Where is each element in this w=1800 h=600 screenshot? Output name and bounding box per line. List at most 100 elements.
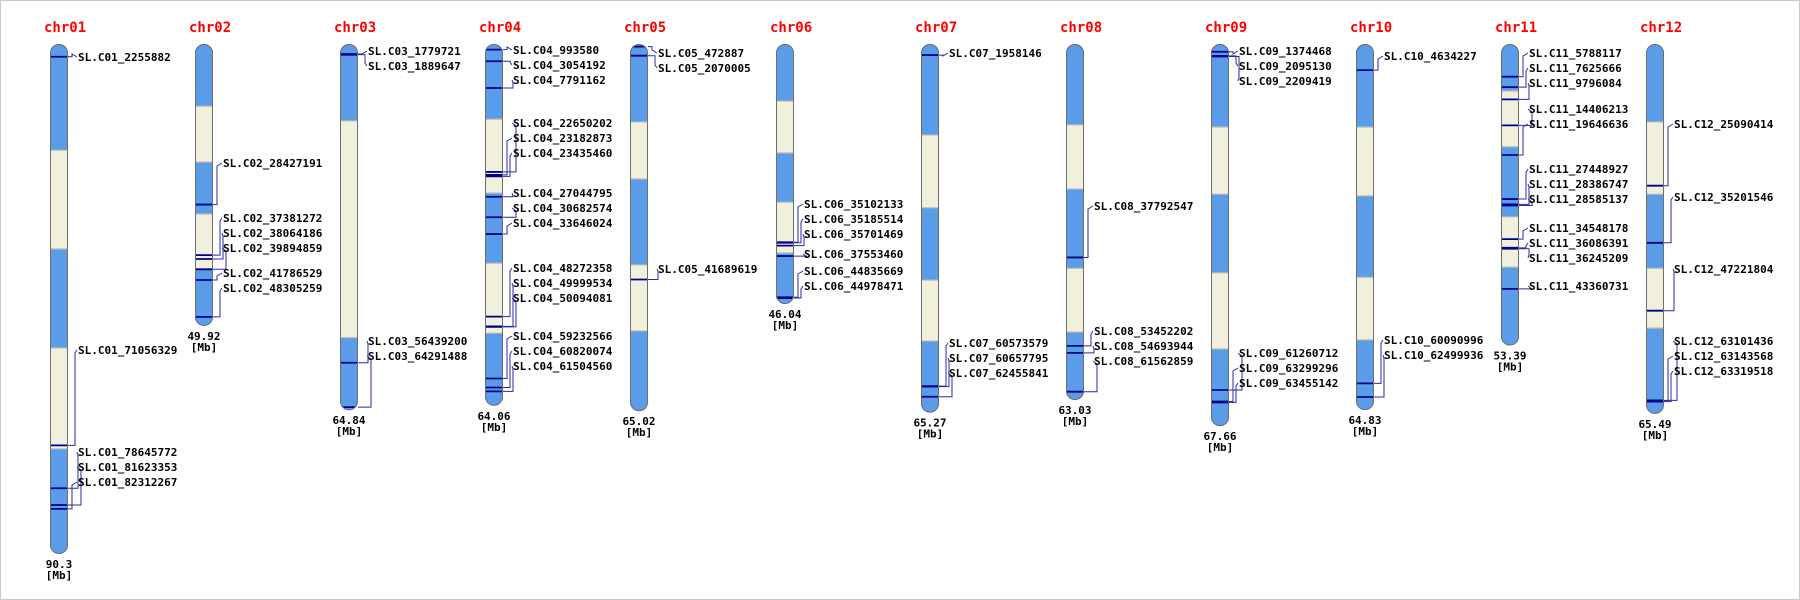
marker-label: SL.C02_38064186 (223, 227, 323, 240)
marker-connector (213, 247, 227, 270)
marker-connector (1664, 196, 1674, 244)
chromosome-band (1211, 348, 1229, 427)
marker-connector (1519, 67, 1529, 88)
chromosome-band (1211, 127, 1229, 195)
chromosome-band (1066, 268, 1084, 333)
marker-label: SL.C05_41689619 (658, 263, 757, 276)
marker-label: SL.C02_48305259 (223, 282, 322, 295)
marker-label: SL.C11_19646636 (1529, 118, 1629, 131)
chromosome-length-unit: [Mb] (1497, 361, 1524, 374)
marker-connector (1084, 345, 1095, 354)
chromosome-band (1066, 332, 1084, 400)
chromosome-body (485, 44, 503, 406)
marker-connector (358, 54, 368, 67)
marker-connector (68, 53, 78, 58)
marker-connector (1664, 370, 1674, 403)
marker-connector (503, 152, 513, 177)
chromosome-name: chr10 (1350, 20, 1392, 36)
chromosome-body (1066, 44, 1084, 400)
marker-connector (503, 335, 513, 380)
marker-connector (1664, 355, 1674, 402)
chromosome-band (776, 44, 794, 102)
chromosome-band (1356, 44, 1374, 128)
marker-label: SL.C09_63455142 (1239, 377, 1338, 390)
marker-label: SL.C03_1889647 (368, 60, 461, 73)
chromosome-body (1646, 44, 1664, 414)
chromosome-band (50, 249, 68, 348)
chromosome-band (1646, 44, 1664, 122)
marker-label: SL.C05_2070005 (658, 62, 751, 75)
marker-label: SL.C08_37792547 (1094, 200, 1193, 213)
marker-label: SL.C11_27448927 (1529, 163, 1628, 176)
chromosome-band (630, 44, 648, 122)
chromosome-length-value: 64.83 (1348, 414, 1381, 427)
marker-connector (1519, 285, 1533, 290)
chromosome-band (340, 120, 358, 338)
chromosome-chr12: chr12 SL.C12_25090414 SL.C12_35201546 SL.C1… (1638, 20, 1773, 442)
chromosome-band (485, 193, 503, 264)
marker-label: SL.C06_35701469 (804, 228, 903, 241)
chromosome-chr03: chr03 SL.C03_1779721 SL.C03_1889647 SL.C03_… (332, 20, 467, 438)
chromosome-band (1211, 44, 1229, 128)
chromosome-band (195, 44, 213, 107)
chromosome-length-value: 67.66 (1203, 430, 1236, 443)
chromosome-band (485, 119, 503, 194)
marker-connector (794, 285, 804, 299)
marker-label: SL.C01_82312267 (78, 476, 177, 489)
chromosome-length-value: 90.3 (46, 558, 73, 571)
marker-label: SL.C11_5788117 (1529, 47, 1622, 60)
marker-label: SL.C04_60820074 (513, 345, 613, 358)
marker-label: SL.C09_61260712 (1239, 347, 1338, 360)
marker-label: SL.C09_2209419 (1239, 75, 1332, 88)
marker-connector (503, 222, 513, 235)
marker-connector (503, 297, 517, 328)
marker-connector (68, 349, 78, 446)
marker-label: SL.C06_35185514 (804, 213, 904, 226)
marker-label: SL.C10_60090996 (1384, 334, 1484, 347)
marker-label: SL.C04_27044795 (513, 187, 612, 200)
marker-label: SL.C06_35102133 (804, 198, 903, 211)
chromosome-length-unit: [Mb] (1207, 441, 1234, 454)
chromosome-outline (1356, 44, 1374, 411)
chromosome-band (50, 347, 68, 449)
chromosome-body (921, 44, 939, 413)
marker-label: SL.C03_64291488 (368, 350, 467, 363)
chromosome-name: chr12 (1640, 20, 1682, 36)
marker-label: SL.C07_62455841 (949, 367, 1049, 380)
chromosome-length-unit: [Mb] (1642, 429, 1669, 442)
chromosome-band (1501, 267, 1519, 346)
chromosome-outline (921, 44, 939, 413)
chromosome-name: chr04 (479, 20, 521, 36)
chromosome-length-value: 63.03 (1058, 404, 1091, 417)
chromosome-chr04: chr04 SL.C04_993580 SL.C04_3054192 SL.C04_7… (477, 20, 612, 434)
marker-label: SL.C11_28585137 (1529, 193, 1628, 206)
marker-connector (939, 342, 949, 387)
marker-connector (1519, 52, 1529, 78)
marker-connector (794, 203, 804, 243)
chromosome-name: chr08 (1060, 20, 1102, 36)
chromosome-length-unit: [Mb] (336, 425, 363, 438)
chromosome-body (1211, 44, 1229, 427)
marker-connector (358, 355, 372, 408)
chromosome-band (340, 44, 358, 121)
marker-label: SL.C06_44835669 (804, 265, 903, 278)
marker-connector (1229, 367, 1239, 403)
chromosome-band (195, 268, 213, 326)
chromosome-band (1356, 339, 1374, 411)
chromosome-band (630, 330, 648, 412)
marker-label: SL.C02_28427191 (223, 157, 323, 170)
marker-label: SL.C12_35201546 (1674, 191, 1774, 204)
marker-connector (1519, 248, 1530, 259)
marker-label: SL.C06_37553460 (804, 248, 903, 261)
marker-connector (1374, 339, 1384, 384)
marker-label: SL.C06_44978471 (804, 280, 904, 293)
marker-connector (794, 270, 804, 298)
chromosome-name: chr06 (770, 20, 812, 36)
chromosome-band (485, 333, 503, 406)
marker-label: SL.C12_47221804 (1674, 263, 1774, 276)
marker-label: SL.C01_2255882 (78, 51, 171, 64)
marker-label: SL.C08_54693944 (1094, 340, 1194, 353)
marker-connector (794, 233, 805, 247)
chromosome-band (340, 337, 358, 411)
chromosome-chr11: chr11 SL.C11_5788117 SL.C11_7625666 SL.C11_… (1493, 20, 1628, 374)
